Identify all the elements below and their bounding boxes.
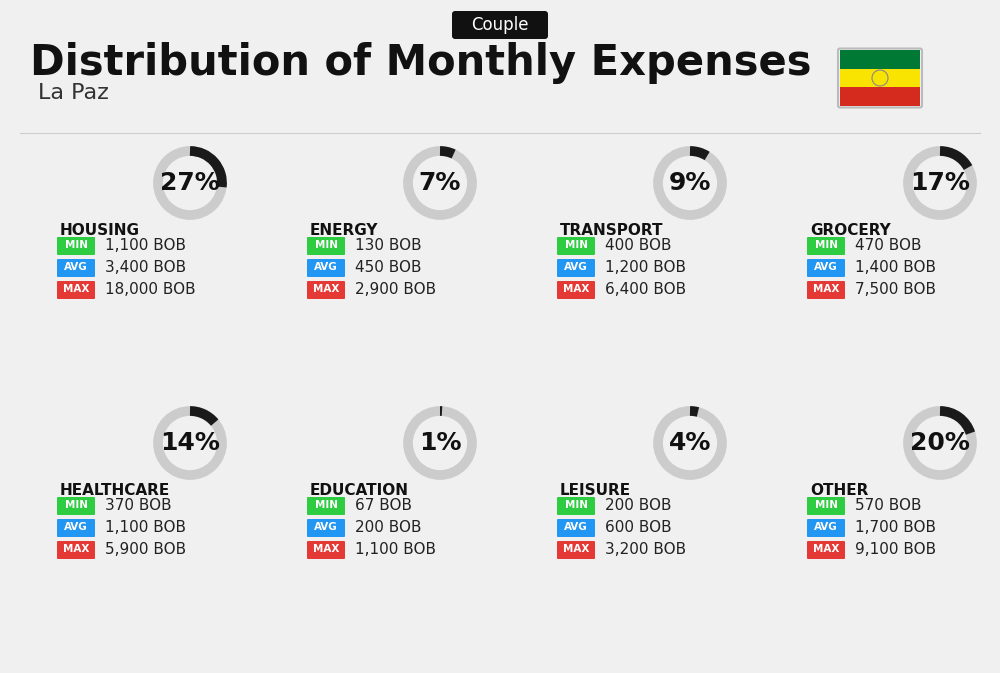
Text: OTHER: OTHER [810,483,868,498]
FancyBboxPatch shape [57,497,95,515]
Text: MIN: MIN [814,240,838,250]
Text: 470 BOB: 470 BOB [855,238,922,252]
Text: 1,100 BOB: 1,100 BOB [105,238,186,252]
Text: 17%: 17% [910,171,970,195]
Text: MIN: MIN [814,500,838,510]
FancyBboxPatch shape [807,497,845,515]
Text: MAX: MAX [563,544,589,554]
Text: 3,200 BOB: 3,200 BOB [605,542,686,557]
FancyBboxPatch shape [307,237,345,255]
Text: 1,700 BOB: 1,700 BOB [855,520,936,534]
FancyBboxPatch shape [452,11,548,39]
Text: ENERGY: ENERGY [310,223,378,238]
FancyBboxPatch shape [57,541,95,559]
Text: 20%: 20% [910,431,970,455]
FancyBboxPatch shape [57,519,95,537]
Text: MAX: MAX [563,284,589,294]
FancyBboxPatch shape [307,281,345,299]
Text: AVG: AVG [814,522,838,532]
Text: 370 BOB: 370 BOB [105,497,172,513]
Text: 1,400 BOB: 1,400 BOB [855,260,936,275]
Text: AVG: AVG [314,262,338,272]
Text: 4%: 4% [669,431,711,455]
Text: 1%: 1% [419,431,461,455]
Text: AVG: AVG [564,522,588,532]
Text: Distribution of Monthly Expenses: Distribution of Monthly Expenses [30,42,812,84]
Text: MAX: MAX [313,284,339,294]
Text: 200 BOB: 200 BOB [355,520,422,534]
FancyBboxPatch shape [807,237,845,255]
Text: 570 BOB: 570 BOB [855,497,922,513]
Text: GROCERY: GROCERY [810,223,891,238]
Text: MIN: MIN [314,240,338,250]
FancyBboxPatch shape [807,519,845,537]
Text: 600 BOB: 600 BOB [605,520,672,534]
Text: HOUSING: HOUSING [60,223,140,238]
Text: 450 BOB: 450 BOB [355,260,422,275]
Text: 18,000 BOB: 18,000 BOB [105,281,196,297]
Text: 6,400 BOB: 6,400 BOB [605,281,686,297]
Text: Couple: Couple [471,16,529,34]
Text: MAX: MAX [63,284,89,294]
Text: MIN: MIN [564,500,588,510]
FancyBboxPatch shape [557,497,595,515]
Text: LEISURE: LEISURE [560,483,631,498]
FancyBboxPatch shape [307,497,345,515]
Text: MIN: MIN [314,500,338,510]
FancyBboxPatch shape [57,259,95,277]
Text: MIN: MIN [64,500,88,510]
Text: TRANSPORT: TRANSPORT [560,223,664,238]
FancyBboxPatch shape [557,519,595,537]
Text: MAX: MAX [813,284,839,294]
Text: MAX: MAX [63,544,89,554]
Text: MIN: MIN [64,240,88,250]
FancyBboxPatch shape [807,259,845,277]
Text: AVG: AVG [64,522,88,532]
Text: AVG: AVG [314,522,338,532]
FancyBboxPatch shape [557,541,595,559]
Text: 200 BOB: 200 BOB [605,497,672,513]
FancyBboxPatch shape [840,87,920,106]
Text: AVG: AVG [564,262,588,272]
Text: HEALTHCARE: HEALTHCARE [60,483,170,498]
Text: 1,100 BOB: 1,100 BOB [355,542,436,557]
Text: EDUCATION: EDUCATION [310,483,409,498]
Text: 400 BOB: 400 BOB [605,238,672,252]
FancyBboxPatch shape [57,281,95,299]
FancyBboxPatch shape [840,50,920,69]
Text: 9,100 BOB: 9,100 BOB [855,542,936,557]
Text: 7,500 BOB: 7,500 BOB [855,281,936,297]
Circle shape [872,70,888,86]
FancyBboxPatch shape [807,541,845,559]
FancyBboxPatch shape [557,237,595,255]
Text: MAX: MAX [313,544,339,554]
Text: 9%: 9% [669,171,711,195]
FancyBboxPatch shape [840,69,920,87]
FancyBboxPatch shape [807,281,845,299]
FancyBboxPatch shape [307,259,345,277]
Text: AVG: AVG [64,262,88,272]
FancyBboxPatch shape [307,519,345,537]
Text: 2,900 BOB: 2,900 BOB [355,281,436,297]
Text: 130 BOB: 130 BOB [355,238,422,252]
Text: 14%: 14% [160,431,220,455]
Text: AVG: AVG [814,262,838,272]
Text: 3,400 BOB: 3,400 BOB [105,260,186,275]
Text: 5,900 BOB: 5,900 BOB [105,542,186,557]
FancyBboxPatch shape [557,259,595,277]
Text: 1,200 BOB: 1,200 BOB [605,260,686,275]
Text: 1,100 BOB: 1,100 BOB [105,520,186,534]
Text: La Paz: La Paz [38,83,109,103]
FancyBboxPatch shape [557,281,595,299]
Text: MAX: MAX [813,544,839,554]
Text: 67 BOB: 67 BOB [355,497,412,513]
Text: 27%: 27% [160,171,220,195]
FancyBboxPatch shape [57,237,95,255]
FancyBboxPatch shape [307,541,345,559]
Text: 7%: 7% [419,171,461,195]
Text: MIN: MIN [564,240,588,250]
